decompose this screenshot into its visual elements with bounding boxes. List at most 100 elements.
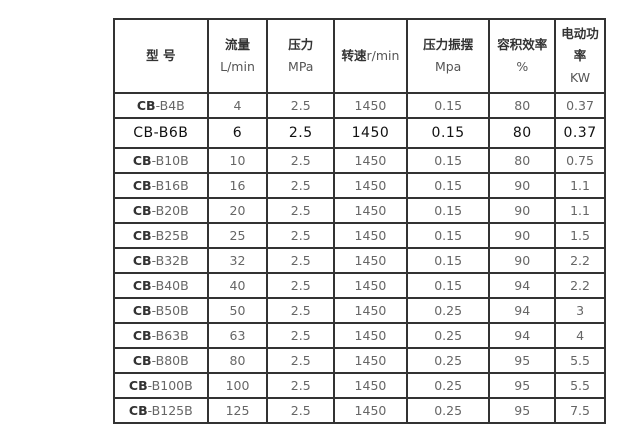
value-cell: 5.5 [554, 347, 606, 374]
value-cell: 95 [488, 397, 557, 424]
table-row: CB-B63B 63 2.5 1450 0.25 94 4 [113, 322, 606, 349]
header-unit: MPa [288, 59, 314, 74]
value-cell: 95 [488, 347, 557, 374]
model-prefix: CB [132, 178, 152, 193]
value-cell: 4 [206, 92, 269, 119]
model-prefix: CB [132, 228, 152, 243]
header-cell: 流量 L/min [206, 18, 269, 94]
value-cell: 1.5 [554, 222, 606, 249]
value-cell: 1450 [333, 92, 408, 119]
model-suffix: -B4B [155, 98, 185, 113]
model-prefix: CB [133, 125, 154, 141]
model-suffix: -B100B [147, 378, 193, 393]
header-title: 流量 [224, 37, 250, 52]
model-suffix: -B6B [153, 125, 189, 141]
model-cell: CB-B125B [113, 397, 209, 424]
header-title: 电动功率 [561, 26, 599, 63]
pump-spec-table: 型 号流量 L/min 压力 MPa 转速r/min 压力振摆 Mpa 容积效率% 电动功率 KW… [113, 18, 606, 424]
value-cell: 100 [206, 372, 269, 399]
value-cell: 20 [206, 197, 269, 224]
table-row: CB-B4B 4 2.5 1450 0.15 80 0.37 [113, 92, 606, 119]
model-suffix: -B50B [151, 303, 189, 318]
header-row: 型 号流量 L/min 压力 MPa 转速r/min 压力振摆 Mpa 容积效率% 电动功率 KW [113, 18, 606, 94]
value-cell: 2.5 [266, 172, 336, 199]
value-cell: 2.5 [266, 197, 336, 224]
value-cell: 95 [488, 372, 557, 399]
value-cell: 0.15 [405, 222, 491, 249]
value-cell: 1450 [333, 222, 408, 249]
model-cell: CB-B32B [113, 247, 209, 274]
value-cell: 0.15 [405, 117, 491, 149]
value-cell: 1450 [333, 297, 408, 324]
header-cell: 型 号 [113, 18, 209, 94]
value-cell: 0.15 [405, 247, 491, 274]
header-unit: % [516, 59, 529, 74]
header-unit: r/min [366, 48, 400, 63]
header-unit: L/min [220, 59, 255, 74]
table-row: CB-B100B 100 2.5 1450 0.25 95 5.5 [113, 372, 606, 399]
value-cell: 80 [488, 92, 557, 119]
table-row: CB-B32B 32 2.5 1450 0.15 90 2.2 [113, 247, 606, 274]
table-row: CB-B80B 80 2.5 1450 0.25 95 5.5 [113, 347, 606, 374]
header-title: 压力 [288, 37, 314, 52]
model-suffix: -B16B [151, 178, 189, 193]
value-cell: 90 [488, 172, 557, 199]
value-cell: 40 [206, 272, 269, 299]
model-cell: CB-B40B [113, 272, 209, 299]
value-cell: 1450 [333, 172, 408, 199]
model-cell: CB-B10B [113, 147, 209, 174]
value-cell: 2.5 [266, 372, 336, 399]
model-prefix: CB [132, 328, 152, 343]
value-cell: 1450 [333, 397, 408, 424]
value-cell: 0.15 [405, 92, 491, 119]
value-cell: 2.5 [266, 272, 336, 299]
value-cell: 1.1 [554, 172, 606, 199]
table-row: CB-B20B 20 2.5 1450 0.15 90 1.1 [113, 197, 606, 224]
model-suffix: -B20B [151, 203, 189, 218]
value-cell: 0.15 [405, 172, 491, 199]
value-cell: 0.25 [405, 297, 491, 324]
value-cell: 1450 [333, 117, 408, 149]
value-cell: 94 [488, 272, 557, 299]
model-prefix: CB [132, 153, 152, 168]
table-row: CB-B6B 6 2.5 1450 0.15 80 0.37 [113, 117, 606, 149]
value-cell: 50 [206, 297, 269, 324]
model-prefix: CB [132, 278, 152, 293]
value-cell: 1450 [333, 247, 408, 274]
value-cell: 25 [206, 222, 269, 249]
model-prefix: CB [132, 253, 152, 268]
table-row: CB-B10B 10 2.5 1450 0.15 80 0.75 [113, 147, 606, 174]
value-cell: 2.2 [554, 272, 606, 299]
model-cell: CB-B50B [113, 297, 209, 324]
value-cell: 1450 [333, 272, 408, 299]
header-title: 型 号 [146, 48, 176, 63]
value-cell: 90 [488, 222, 557, 249]
value-cell: 2.5 [266, 222, 336, 249]
value-cell: 1450 [333, 347, 408, 374]
model-suffix: -B63B [151, 328, 189, 343]
value-cell: 3 [554, 297, 606, 324]
table-row: CB-B125B 125 2.5 1450 0.25 95 7.5 [113, 397, 606, 424]
value-cell: 94 [488, 297, 557, 324]
table-row: CB-B50B 50 2.5 1450 0.25 94 3 [113, 297, 606, 324]
table-row: CB-B40B 40 2.5 1450 0.15 94 2.2 [113, 272, 606, 299]
header-unit: Mpa [434, 59, 462, 74]
model-suffix: -B25B [151, 228, 189, 243]
model-cell: CB-B4B [113, 92, 209, 119]
model-prefix: CB [132, 353, 152, 368]
value-cell: 0.25 [405, 372, 491, 399]
value-cell: 1450 [333, 147, 408, 174]
value-cell: 5.5 [554, 372, 606, 399]
value-cell: 90 [488, 247, 557, 274]
value-cell: 0.25 [405, 347, 491, 374]
value-cell: 2.5 [266, 297, 336, 324]
model-prefix: CB [128, 403, 148, 418]
model-suffix: -B10B [151, 153, 189, 168]
value-cell: 2.5 [266, 397, 336, 424]
value-cell: 80 [488, 117, 557, 149]
value-cell: 10 [206, 147, 269, 174]
model-cell: CB-B80B [113, 347, 209, 374]
value-cell: 1450 [333, 372, 408, 399]
model-cell: CB-B100B [113, 372, 209, 399]
model-prefix: CB [128, 378, 148, 393]
